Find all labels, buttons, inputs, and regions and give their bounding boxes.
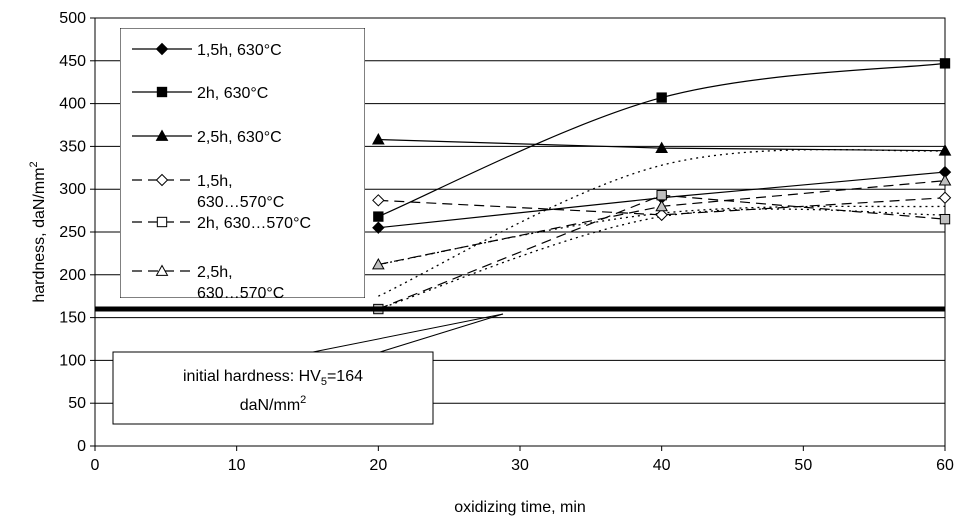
legend-label: 630…570°C	[197, 285, 284, 302]
legend-label: 2h, 630…570°C	[197, 215, 311, 232]
legend-label: 1,5h,	[197, 173, 233, 190]
x-tick-label: 10	[228, 457, 246, 474]
x-tick-label: 50	[794, 457, 812, 474]
annotation-line-2: daN/mm2	[240, 394, 307, 414]
legend-label: 630…570°C	[197, 194, 284, 211]
legend-item-4: 1,5h, 630…570°C	[132, 173, 284, 211]
annotation-box	[112, 351, 434, 425]
legend-marker	[156, 86, 168, 98]
y-tick-label: 300	[59, 181, 86, 198]
x-tick-label: 20	[369, 457, 387, 474]
legend-marker	[155, 129, 169, 141]
y-axis-title: hardness, daN/mm2	[28, 161, 48, 302]
data-point	[938, 174, 952, 186]
y-tick-label: 450	[59, 53, 86, 70]
legend-label: 2h, 630°C	[197, 85, 268, 102]
legend-item-3: 2,5h, 630°C	[132, 129, 282, 146]
y-tick-label: 0	[77, 438, 86, 455]
data-point	[373, 211, 384, 222]
annotation-line-1: initial hardness: HV5=164	[183, 368, 363, 388]
legend-label: 2,5h, 630°C	[197, 129, 282, 146]
y-tick-label: 400	[59, 96, 86, 113]
data-point	[656, 92, 667, 103]
data-point	[372, 194, 385, 207]
axis-titles: oxidizing time, min hardness, daN/mm2	[28, 161, 586, 516]
legend-marker	[155, 264, 169, 276]
series-4	[372, 191, 952, 222]
legend-label: 1,5h, 630°C	[197, 42, 282, 59]
series-2	[373, 58, 951, 222]
data-point	[939, 58, 951, 69]
dotted-curves	[378, 148, 946, 310]
legend-item-6: 2,5h, 630…570°C	[132, 264, 284, 302]
data-point	[655, 141, 669, 154]
data-point	[371, 257, 385, 270]
legend-label: 2,5h,	[197, 264, 233, 281]
x-tick-label: 0	[91, 457, 100, 474]
data-point	[372, 221, 385, 234]
data-point	[938, 144, 952, 156]
x-tick-label: 30	[511, 457, 529, 474]
y-tick-label: 350	[59, 138, 86, 155]
x-axis-title: oxidizing time, min	[454, 499, 586, 516]
data-point	[938, 191, 952, 204]
leader-line-1	[312, 313, 504, 353]
legend-item-1: 1,5h, 630°C	[132, 42, 282, 59]
y-tick-label: 500	[59, 10, 86, 27]
data-point	[655, 199, 669, 212]
legend-marker	[156, 216, 168, 228]
data-point	[371, 133, 385, 145]
legend-item-2: 2h, 630°C	[132, 85, 268, 102]
dotted-curve-3	[378, 208, 946, 310]
series-group	[371, 58, 952, 315]
legend-box	[120, 28, 365, 298]
series-3	[371, 133, 952, 156]
data-point	[655, 208, 668, 222]
x-tick-label: 40	[653, 457, 671, 474]
annotation: initial hardness: HV5=164 daN/mm2	[112, 313, 504, 425]
x-tick-label: 60	[936, 457, 954, 474]
y-tick-label: 250	[59, 224, 86, 241]
y-tick-label: 150	[59, 310, 86, 327]
data-point	[656, 190, 667, 201]
leader-line-2	[379, 313, 504, 353]
legend-item-5: 2h, 630…570°C	[132, 215, 311, 232]
y-tick-label: 100	[59, 352, 86, 369]
data-point	[939, 213, 951, 225]
dotted-curve-2	[378, 148, 946, 297]
legend: 1,5h, 630°C 2h, 630°C 2,5h, 630°C 1,5h, 630……	[120, 28, 365, 302]
chart-axes: 0 50 100 150 200 250 300 350 400 450 500 0 10 20 30 40 5…	[59, 10, 954, 474]
y-tick-label: 50	[68, 395, 86, 412]
y-tick-label: 200	[59, 267, 86, 284]
plot-frame	[94, 17, 946, 447]
legend-marker	[155, 42, 169, 56]
legend-marker	[155, 173, 169, 187]
series-line-4	[378, 197, 946, 216]
series-6	[371, 174, 952, 270]
